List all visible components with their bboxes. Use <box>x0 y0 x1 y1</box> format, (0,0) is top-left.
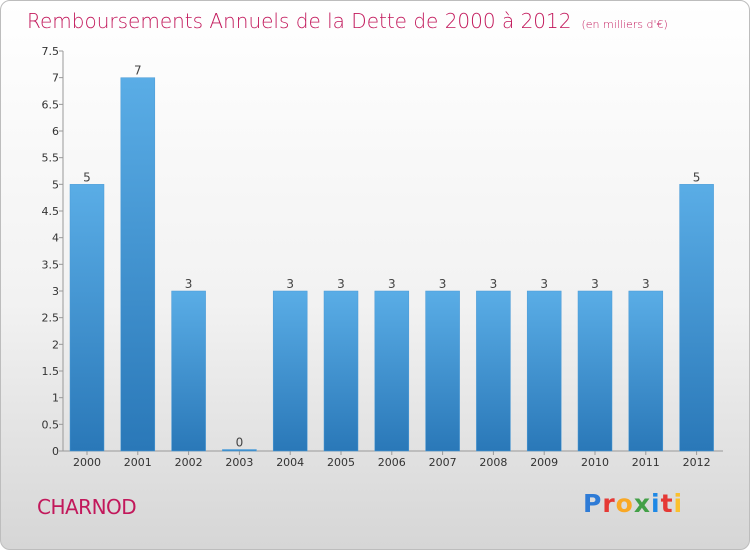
x-tick-label: 2012 <box>683 456 711 469</box>
x-tick-label: 2003 <box>225 456 253 469</box>
bar-2012 <box>679 184 714 452</box>
bar-2005 <box>323 290 359 452</box>
chart-unit: (en milliers d'€) <box>581 18 668 31</box>
x-tick-label: 2011 <box>632 456 660 469</box>
data-label-2012: 5 <box>693 170 701 184</box>
y-tick-label: 6.5 <box>42 98 60 111</box>
y-tick-label: 2.5 <box>42 312 60 325</box>
y-tick-label: 4 <box>52 232 59 245</box>
bar-2007 <box>425 290 460 452</box>
data-label-2009: 3 <box>540 277 548 291</box>
data-label-2001: 7 <box>134 64 142 78</box>
bar-2011 <box>628 290 664 452</box>
x-tick-label: 2002 <box>175 456 203 469</box>
logo-letter: x <box>633 489 651 518</box>
y-tick-label: 1.5 <box>42 365 60 378</box>
x-tick-label: 2004 <box>276 456 304 469</box>
logo-letter: r <box>602 489 616 518</box>
y-tick-label: 0 <box>52 445 59 458</box>
logo-letter: o <box>615 489 634 518</box>
x-tick-label: 2005 <box>327 456 355 469</box>
data-label-2011: 3 <box>642 277 650 291</box>
data-label-2007: 3 <box>439 277 447 291</box>
y-tick-label: 0.5 <box>42 418 60 431</box>
x-tick-label: 2008 <box>479 456 507 469</box>
logo-letter: i <box>673 489 684 518</box>
x-tick-label: 2000 <box>73 456 101 469</box>
y-tick-label: 1 <box>52 392 59 405</box>
bar-2001 <box>120 77 156 452</box>
y-tick-label: 7 <box>52 72 59 85</box>
y-tick-label: 3 <box>52 285 59 298</box>
bar-2000 <box>69 184 105 452</box>
bar-2003 <box>222 449 257 452</box>
data-label-2006: 3 <box>388 277 396 291</box>
y-tick-label: 4.5 <box>42 205 60 218</box>
bar-2006 <box>374 290 410 452</box>
bar-2009 <box>526 290 562 452</box>
y-tick-label: 3.5 <box>42 258 60 271</box>
data-label-2000: 5 <box>83 170 91 184</box>
chart-title: Remboursements Annuels de la Dette de 20… <box>27 9 668 33</box>
data-label-2004: 3 <box>286 277 294 291</box>
x-tick-label: 2010 <box>581 456 609 469</box>
x-tick-label: 2001 <box>124 456 152 469</box>
data-label-2010: 3 <box>591 277 599 291</box>
x-tick-label: 2007 <box>429 456 457 469</box>
x-tick-label: 2009 <box>530 456 558 469</box>
y-tick-label: 5 <box>52 178 59 191</box>
bar-2010 <box>577 290 613 452</box>
commune-name: CHARNOD <box>37 495 137 519</box>
y-tick-label: 5.5 <box>42 152 60 165</box>
data-label-2008: 3 <box>490 277 498 291</box>
y-tick-label: 7.5 <box>42 45 60 58</box>
data-label-2002: 3 <box>185 277 193 291</box>
logo-letter: t <box>660 489 674 518</box>
data-label-2005: 3 <box>337 277 345 291</box>
data-label-2003: 0 <box>236 436 244 450</box>
proxiti-logo: Proxiti <box>583 489 683 518</box>
x-tick-label: 2006 <box>378 456 406 469</box>
y-tick-label: 2 <box>52 338 59 351</box>
chart-title-text: Remboursements Annuels de la Dette de 20… <box>27 9 572 33</box>
logo-letter: i <box>651 489 661 518</box>
bar-2004 <box>272 290 308 452</box>
y-tick-label: 6 <box>52 125 59 138</box>
logo-letter: P <box>583 489 603 518</box>
bar-2008 <box>476 290 511 452</box>
bar-2002 <box>171 290 206 452</box>
